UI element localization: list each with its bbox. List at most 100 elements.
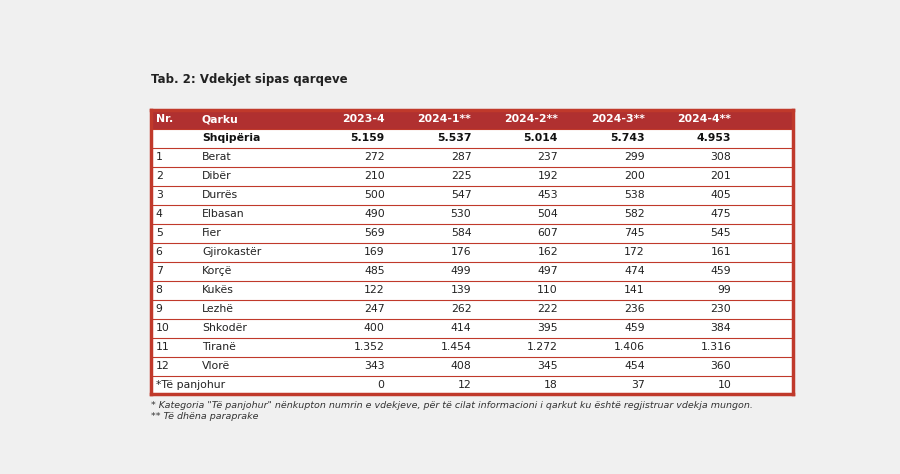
Text: 530: 530 xyxy=(451,209,472,219)
Text: 490: 490 xyxy=(364,209,384,219)
Text: 454: 454 xyxy=(624,361,644,371)
Bar xyxy=(151,281,793,300)
Text: 139: 139 xyxy=(451,285,472,295)
Bar xyxy=(151,205,793,224)
Text: 210: 210 xyxy=(364,171,384,181)
Bar xyxy=(151,319,793,337)
Text: 1.352: 1.352 xyxy=(354,342,384,352)
Text: 2: 2 xyxy=(156,171,163,181)
Text: Elbasan: Elbasan xyxy=(202,209,245,219)
Text: 122: 122 xyxy=(364,285,384,295)
Text: 161: 161 xyxy=(711,247,731,257)
Text: 99: 99 xyxy=(717,285,731,295)
Text: Tiranë: Tiranë xyxy=(202,342,236,352)
Text: 247: 247 xyxy=(364,304,384,314)
Text: 395: 395 xyxy=(537,323,558,333)
Bar xyxy=(151,262,793,281)
Text: 5.537: 5.537 xyxy=(436,133,472,143)
Text: 262: 262 xyxy=(451,304,472,314)
Text: 4.953: 4.953 xyxy=(697,133,731,143)
Text: 192: 192 xyxy=(537,171,558,181)
Text: 0: 0 xyxy=(378,380,384,390)
Text: 141: 141 xyxy=(624,285,644,295)
Text: Qarku: Qarku xyxy=(202,114,238,124)
Text: 11: 11 xyxy=(156,342,169,352)
Text: 225: 225 xyxy=(451,171,472,181)
Text: 504: 504 xyxy=(537,209,558,219)
Text: 582: 582 xyxy=(624,209,644,219)
Text: Berat: Berat xyxy=(202,152,231,162)
Text: Kukës: Kukës xyxy=(202,285,234,295)
Text: 538: 538 xyxy=(624,190,644,200)
Text: 400: 400 xyxy=(364,323,384,333)
Text: 745: 745 xyxy=(624,228,644,238)
Text: 408: 408 xyxy=(451,361,472,371)
Text: * Kategoria "Të panjohur" nënkupton numrin e vdekjeve, për të cilat informacioni: * Kategoria "Të panjohur" nënkupton numr… xyxy=(151,401,752,410)
Text: Tab. 2: Vdekjet sipas qarqeve: Tab. 2: Vdekjet sipas qarqeve xyxy=(151,73,347,86)
Text: *Të panjohur: *Të panjohur xyxy=(156,380,225,390)
Text: 345: 345 xyxy=(537,361,558,371)
Text: Fier: Fier xyxy=(202,228,221,238)
Text: 547: 547 xyxy=(451,190,472,200)
Bar xyxy=(151,300,793,319)
Text: 5.743: 5.743 xyxy=(610,133,644,143)
Text: Nr.: Nr. xyxy=(156,114,173,124)
Text: Durrës: Durrës xyxy=(202,190,238,200)
Text: 12: 12 xyxy=(156,361,169,371)
Text: 110: 110 xyxy=(537,285,558,295)
Text: 2024-1**: 2024-1** xyxy=(418,114,472,124)
Text: 12: 12 xyxy=(457,380,472,390)
Text: 584: 584 xyxy=(451,228,472,238)
Text: 2024-4**: 2024-4** xyxy=(678,114,731,124)
Text: 453: 453 xyxy=(537,190,558,200)
Bar xyxy=(151,110,793,129)
Text: 499: 499 xyxy=(451,266,472,276)
Text: Shqipëria: Shqipëria xyxy=(202,133,260,143)
Bar xyxy=(151,224,793,243)
Text: 1: 1 xyxy=(156,152,163,162)
Text: 2024-2**: 2024-2** xyxy=(504,114,558,124)
Text: 485: 485 xyxy=(364,266,384,276)
Text: 2023-4: 2023-4 xyxy=(342,114,384,124)
Text: 237: 237 xyxy=(537,152,558,162)
Text: 500: 500 xyxy=(364,190,384,200)
Text: 360: 360 xyxy=(710,361,731,371)
Text: 272: 272 xyxy=(364,152,384,162)
Text: Gjirokastër: Gjirokastër xyxy=(202,247,261,257)
Text: 607: 607 xyxy=(537,228,558,238)
Text: Lezhë: Lezhë xyxy=(202,304,234,314)
Text: 308: 308 xyxy=(710,152,731,162)
Text: 176: 176 xyxy=(451,247,472,257)
Text: 9: 9 xyxy=(156,304,163,314)
Text: 414: 414 xyxy=(451,323,472,333)
Text: 10: 10 xyxy=(717,380,731,390)
Text: Shkodër: Shkodër xyxy=(202,323,247,333)
Text: 1.406: 1.406 xyxy=(614,342,644,352)
Text: 384: 384 xyxy=(711,323,731,333)
Bar xyxy=(151,337,793,356)
Bar xyxy=(151,243,793,262)
Text: Dibër: Dibër xyxy=(202,171,231,181)
Bar xyxy=(151,375,793,394)
Text: 2024-3**: 2024-3** xyxy=(590,114,644,124)
Text: 162: 162 xyxy=(537,247,558,257)
Bar xyxy=(151,356,793,375)
Text: 18: 18 xyxy=(544,380,558,390)
Text: 459: 459 xyxy=(711,266,731,276)
Bar xyxy=(151,186,793,205)
Text: 6: 6 xyxy=(156,247,163,257)
Text: 459: 459 xyxy=(624,323,644,333)
Text: 343: 343 xyxy=(364,361,384,371)
Text: 1.316: 1.316 xyxy=(700,342,731,352)
Text: 287: 287 xyxy=(451,152,472,162)
Text: 5: 5 xyxy=(156,228,163,238)
Text: 230: 230 xyxy=(710,304,731,314)
Text: 37: 37 xyxy=(631,380,644,390)
Text: 5.159: 5.159 xyxy=(350,133,384,143)
Text: 172: 172 xyxy=(624,247,644,257)
Text: 3: 3 xyxy=(156,190,163,200)
Bar xyxy=(151,129,793,148)
Text: ** Të dhëna paraprake: ** Të dhëna paraprake xyxy=(151,411,258,420)
Text: 569: 569 xyxy=(364,228,384,238)
Text: 222: 222 xyxy=(537,304,558,314)
